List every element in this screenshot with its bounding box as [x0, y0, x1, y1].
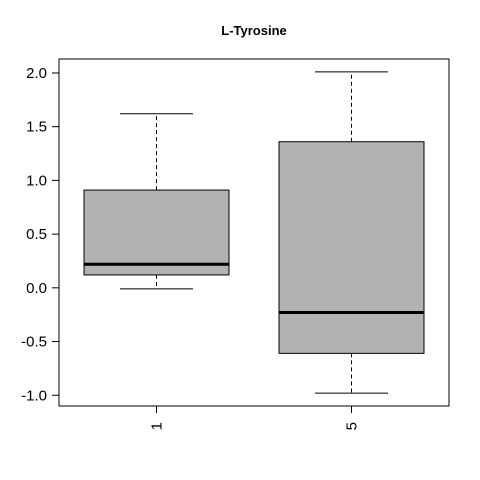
y-tick-label: 1.5 [26, 119, 47, 136]
chart-title: L-Tyrosine [221, 23, 287, 38]
y-tick-label: -1.0 [21, 387, 47, 404]
y-tick-label: 0.0 [26, 280, 47, 297]
y-axis: -1.0 -0.5 0.0 0.5 1.0 1.5 2.0 [21, 65, 60, 404]
y-tick-label: 0.5 [26, 226, 47, 243]
y-tick-label: -0.5 [21, 334, 47, 351]
y-tick-label: 2.0 [26, 65, 47, 82]
box-iqr [83, 189, 230, 276]
x-tick-label: 5 [344, 422, 361, 430]
x-tick-label: 1 [149, 422, 166, 430]
box-iqr [278, 141, 425, 354]
box-group-1 [83, 113, 230, 290]
box-group-5 [278, 71, 425, 394]
y-tick-label: 1.0 [26, 172, 47, 189]
